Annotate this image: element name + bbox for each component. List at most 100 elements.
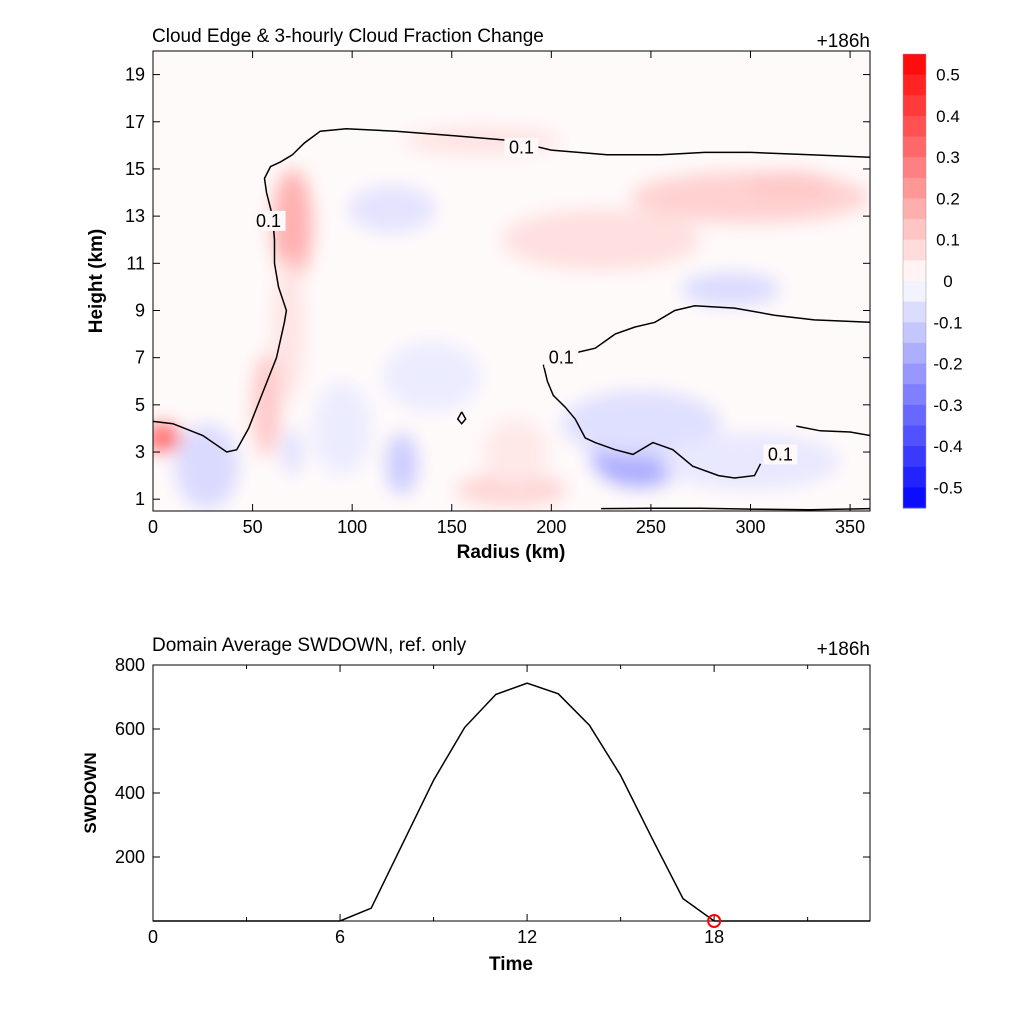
x-tick-label: 250 <box>636 517 666 537</box>
colorbar-tick-label: 0 <box>943 272 952 291</box>
y-tick-label: 11 <box>126 253 145 273</box>
colorbar-swatch <box>903 115 926 138</box>
colorbar-swatch <box>903 219 926 241</box>
x-tick-label: 0 <box>148 517 158 537</box>
anomaly-blob <box>252 352 281 457</box>
colorbar-swatch <box>903 425 926 447</box>
colorbar-swatch <box>903 157 926 179</box>
contour-label: 0.1 <box>768 444 793 464</box>
line-y-axis: 200 400 600 800 <box>115 655 870 867</box>
heatmap-frame <box>152 50 871 512</box>
y-tick-label: 15 <box>125 159 145 179</box>
colorbar-frame <box>902 53 927 509</box>
contour-line <box>796 425 870 437</box>
colorbar-tick-label: -0.5 <box>933 478 962 497</box>
colorbar-swatch <box>903 342 926 365</box>
cloud-fraction-panel: Cloud Edge & 3-hourly Cloud Fraction Cha… <box>86 26 963 563</box>
colorbar-tick-label: 0.4 <box>936 107 960 126</box>
anomaly-blob <box>561 390 721 457</box>
anomaly-field <box>153 126 870 509</box>
contour-label: 0.1 <box>549 348 574 368</box>
line-plot-frame <box>152 664 871 922</box>
y-tick-label: 200 <box>115 847 145 867</box>
contour-line <box>456 411 467 425</box>
anomaly-blob <box>680 272 781 306</box>
y-tick-label: 3 <box>135 442 145 462</box>
contour-line <box>601 507 870 511</box>
anomaly-blob <box>153 423 181 453</box>
anomaly-blob <box>282 428 303 476</box>
contour-line <box>575 305 870 354</box>
heatmap-title: Cloud Edge & 3-hourly Cloud Fraction Cha… <box>152 26 544 47</box>
contour-label: 0.1 <box>509 138 534 158</box>
colorbar-swatch <box>903 363 926 385</box>
anomaly-blob <box>746 171 835 200</box>
contour-label-bg <box>544 347 579 368</box>
colorbar-swatch <box>903 177 926 199</box>
current-time-marker <box>707 914 722 928</box>
colorbar-tick-label: -0.4 <box>933 437 962 456</box>
y-tick-label: 400 <box>115 783 145 803</box>
colorbar-swatch <box>903 281 926 303</box>
colorbar-swatch <box>903 198 926 220</box>
y-tick-label: 9 <box>135 300 145 320</box>
y-tick-label: 13 <box>125 206 145 226</box>
x-tick-label: 50 <box>243 517 263 537</box>
y-tick-label: 600 <box>115 719 145 739</box>
x-tick-label: 18 <box>704 927 724 947</box>
colorbar-swatch <box>903 95 926 117</box>
contour-lines <box>153 128 870 511</box>
colorbar-swatch <box>903 301 926 323</box>
contour-labels: 0.1 0.1 0.1 0.1 <box>251 137 798 465</box>
colorbar-swatch <box>903 384 926 406</box>
colorbar-tick-label: -0.1 <box>933 313 962 332</box>
line-time-label: +186h <box>817 639 870 660</box>
colorbar-tick-label: 0.2 <box>936 189 960 208</box>
heatmap-x-label: Radius (km) <box>457 542 566 563</box>
anomaly-blob <box>455 473 568 507</box>
contour-label-bg <box>763 444 798 465</box>
colorbar-swatch <box>903 239 926 261</box>
contour-line <box>153 128 870 453</box>
heatmap-x-axis: 0 50 100 150 200 250 300 350 <box>148 51 865 537</box>
y-tick-label: 19 <box>125 65 145 85</box>
contour-label-bg <box>504 137 539 158</box>
y-tick-label: 7 <box>135 348 145 368</box>
colorbar-swatch <box>903 322 926 344</box>
colorbar-swatch <box>903 54 926 76</box>
line-y-label: SWDOWN <box>81 752 100 833</box>
colorbar-swatch <box>903 487 926 509</box>
heatmap-time-label: +186h <box>817 31 870 52</box>
colorbar-swatch <box>903 404 926 426</box>
heatmap-y-label: Height (km) <box>86 229 107 334</box>
y-tick-label: 1 <box>135 489 145 509</box>
colorbar-tick-label: -0.2 <box>933 355 962 374</box>
anomaly-blob <box>501 209 701 271</box>
line-x-axis: 0 6 12 18 <box>148 665 809 947</box>
anomaly-blob <box>386 433 418 495</box>
contour-line <box>542 364 762 479</box>
swdown-panel: Domain Average SWDOWN, ref. only +186h 0… <box>81 635 871 975</box>
colorbar-swatch <box>903 74 926 96</box>
x-tick-label: 300 <box>735 517 765 537</box>
contour-label: 0.1 <box>256 211 281 231</box>
swdown-series <box>153 682 870 928</box>
x-tick-label: 200 <box>536 517 566 537</box>
colorbar-swatch <box>903 466 926 488</box>
x-tick-label: 12 <box>517 927 537 947</box>
anomaly-blob <box>174 423 239 509</box>
colorbar-tick-label: 0.1 <box>936 231 960 250</box>
y-tick-label: 17 <box>125 112 145 132</box>
line-x-label: Time <box>489 954 533 975</box>
anomaly-blob <box>312 381 373 476</box>
colorbar-tick-label: 0.5 <box>936 66 960 85</box>
y-tick-label: 800 <box>115 655 145 675</box>
anomaly-blob <box>631 171 870 224</box>
colorbar-tick-label: -0.3 <box>933 396 962 415</box>
colorbar-swatch <box>903 260 926 282</box>
colorbar-tick-label: 0.3 <box>936 148 960 167</box>
anomaly-blob <box>272 168 313 283</box>
line-title: Domain Average SWDOWN, ref. only <box>152 635 467 656</box>
